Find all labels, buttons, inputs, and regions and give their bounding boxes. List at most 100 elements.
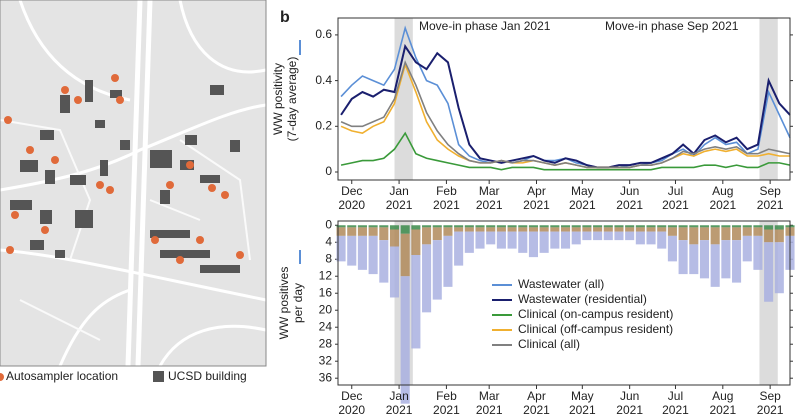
bar-segment xyxy=(774,242,784,294)
x-tick-label: Aug 2021 xyxy=(709,184,737,212)
autosamplers xyxy=(4,74,244,264)
bar-segment xyxy=(625,225,635,228)
x-tick-label: Sep 2021 xyxy=(756,184,784,212)
bar-segment xyxy=(496,227,506,232)
annotation: Move-in phase Sep 2021 xyxy=(605,19,739,33)
bar-segment xyxy=(721,227,731,241)
bar-segment xyxy=(625,227,635,232)
y-tick-label: 0.6 xyxy=(315,27,332,41)
x-tick-label: Jul 2021 xyxy=(662,184,689,212)
bar-segment xyxy=(507,227,517,232)
x-tick-label: May 2021 xyxy=(568,389,596,417)
road xyxy=(0,119,251,341)
bar-segment xyxy=(454,231,464,266)
bar-segment xyxy=(614,227,624,232)
bar-segment xyxy=(614,225,624,228)
bar-segment xyxy=(560,225,571,228)
bar-segment xyxy=(528,225,539,228)
y-tick-label: 28 xyxy=(319,336,333,350)
bar-segment xyxy=(475,231,485,249)
bar-segment xyxy=(657,225,667,228)
bar-segment xyxy=(571,225,581,228)
bar-segment xyxy=(753,225,763,228)
bar-segment xyxy=(732,227,742,241)
bar-segment xyxy=(475,227,485,232)
y-tick-label: 0 xyxy=(325,217,332,231)
bar-segment xyxy=(486,231,496,245)
y-tick-label: 8 xyxy=(325,251,332,265)
bar-segment xyxy=(667,227,677,236)
y-tick-label: 36 xyxy=(319,370,333,384)
series-line xyxy=(340,43,791,169)
x-tick-label: Jul 2021 xyxy=(662,389,689,417)
x-tick-label: Jun 2021 xyxy=(616,389,643,417)
bar-segment xyxy=(336,225,346,228)
bar-segment xyxy=(550,231,560,249)
bar-segment xyxy=(646,227,656,232)
bar-segment xyxy=(475,225,485,228)
bar-segment xyxy=(560,231,571,249)
bar-segment xyxy=(379,240,389,283)
bar-segment xyxy=(699,225,710,228)
x-tick-label: Sep 2021 xyxy=(756,389,784,417)
series-line xyxy=(340,131,791,171)
road xyxy=(125,0,153,367)
y-tick-label: 4 xyxy=(325,234,332,248)
x-tick-label: Dec 2020 xyxy=(338,389,366,417)
bar-segment xyxy=(560,227,571,232)
bar-segment xyxy=(689,227,699,245)
panel-label: b xyxy=(280,9,290,26)
x-tick-label: Aug 2021 xyxy=(709,389,737,417)
bar-segment xyxy=(593,231,603,241)
bar-segment xyxy=(657,231,667,249)
bar-segment xyxy=(667,225,677,228)
y-axis-label-line: (7-day average) xyxy=(285,57,299,142)
bar-segment xyxy=(518,225,528,228)
map-legend-text: UCSD building xyxy=(168,369,247,383)
bar-segment xyxy=(753,235,763,270)
series-line xyxy=(340,60,791,169)
x-tick-label: Jun 2021 xyxy=(616,184,643,212)
bar-segment xyxy=(528,231,539,258)
bar-segment xyxy=(625,231,635,241)
bar-segment xyxy=(507,231,517,249)
bar-segment xyxy=(657,227,667,232)
bar-segment xyxy=(496,231,506,249)
annotation: Move-in phase Jan 2021 xyxy=(419,19,551,33)
y-tick-label: 16 xyxy=(319,285,333,299)
bar-segment xyxy=(400,276,410,404)
y-axis-label: WW positivesper day xyxy=(277,267,305,340)
bar-segment xyxy=(368,227,378,236)
bar-segment xyxy=(742,227,752,236)
bar-segment xyxy=(443,225,453,228)
legend-label: Clinical (off-campus resident) xyxy=(518,322,673,336)
bar-segment xyxy=(614,231,624,241)
bar-segment xyxy=(443,235,453,287)
bar-segment xyxy=(678,227,688,241)
bar-segment xyxy=(764,242,774,302)
plot-frame xyxy=(337,17,791,181)
bar-segment xyxy=(357,227,367,236)
bar-segment xyxy=(710,225,720,228)
bar-segment xyxy=(400,225,410,234)
bar-segment xyxy=(357,225,367,228)
y-axis-label: WW positivity(7-day average) xyxy=(271,57,299,142)
bar-segment xyxy=(678,240,688,275)
y-tick-label: 32 xyxy=(319,353,333,367)
bar-segment xyxy=(539,231,549,253)
bar-segment xyxy=(432,240,442,300)
bar-segment xyxy=(603,231,613,241)
x-tick-label: Dec 2020 xyxy=(338,184,366,212)
bar-segment xyxy=(422,227,432,245)
bar-segment xyxy=(389,246,400,298)
bar-segment xyxy=(593,225,603,228)
bar-segment xyxy=(389,229,400,247)
y-axis-label-line: WW positives xyxy=(277,267,291,340)
bar-segment xyxy=(336,227,346,236)
bar-segment xyxy=(646,231,656,245)
bar-segment xyxy=(635,227,645,232)
bar-segment xyxy=(411,225,421,230)
x-tick-label: Feb 2021 xyxy=(433,389,460,417)
